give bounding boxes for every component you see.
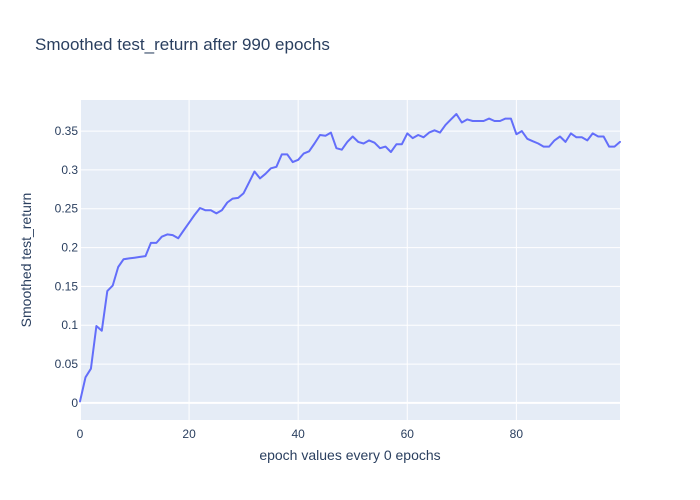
x-tick-label: 40: [292, 427, 306, 441]
grid: [79, 100, 620, 420]
y-tick-label: 0.15: [55, 279, 79, 293]
y-tick-label: 0.1: [61, 318, 78, 332]
x-axis-title: epoch values every 0 epochs: [259, 447, 440, 463]
x-tick-label: 0: [77, 427, 84, 441]
y-tick-label: 0: [71, 396, 78, 410]
x-tick-label: 60: [401, 427, 415, 441]
x-axis-ticks: 0 20 40 60 80: [77, 427, 524, 441]
y-axis-title: Smoothed test_return: [18, 193, 34, 328]
y-tick-label: 0.05: [55, 357, 79, 371]
x-tick-label: 20: [182, 427, 196, 441]
y-tick-label: 0.2: [61, 241, 78, 255]
series-line: [79, 113, 621, 403]
y-tick-label: 0.25: [55, 202, 79, 216]
y-tick-label: 0.35: [55, 124, 79, 138]
x-tick-label: 80: [510, 427, 524, 441]
y-tick-label: 0.3: [61, 163, 78, 177]
chart-title: Smoothed test_return after 990 epochs: [35, 35, 330, 54]
plot-background: [80, 100, 620, 420]
y-axis-ticks: 0 0.05 0.1 0.15 0.2 0.25 0.3 0.35: [55, 124, 79, 410]
series-layer: [79, 113, 621, 403]
